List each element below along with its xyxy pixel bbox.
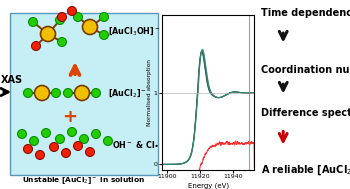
Bar <box>10 13 158 175</box>
Circle shape <box>56 135 64 143</box>
Circle shape <box>99 12 108 22</box>
Text: Unstable [AuCl$_2$]$^-$ in solution: Unstable [AuCl$_2$]$^-$ in solution <box>22 175 146 186</box>
Y-axis label: Normalised absorption: Normalised absorption <box>147 59 152 126</box>
Text: [AuCl$_2$]$^-$: [AuCl$_2$]$^-$ <box>108 87 147 99</box>
Text: XAS: XAS <box>1 75 23 85</box>
Circle shape <box>91 88 100 98</box>
Text: A reliable [AuCl$_2$]$^-$ spectrum: A reliable [AuCl$_2$]$^-$ spectrum <box>261 163 350 177</box>
Circle shape <box>18 129 27 139</box>
Text: +: + <box>63 108 77 126</box>
Circle shape <box>28 18 37 26</box>
Circle shape <box>56 15 64 25</box>
Circle shape <box>68 128 77 136</box>
Circle shape <box>74 12 83 22</box>
Circle shape <box>68 6 77 15</box>
Circle shape <box>57 12 66 22</box>
Circle shape <box>23 88 33 98</box>
Circle shape <box>29 136 38 146</box>
Circle shape <box>91 129 100 139</box>
Text: Coordination number: Coordination number <box>261 65 350 75</box>
Circle shape <box>75 85 90 101</box>
Circle shape <box>99 30 108 40</box>
Text: OH$^-$ & Cl$\bullet$: OH$^-$ & Cl$\bullet$ <box>112 139 160 149</box>
Circle shape <box>74 142 83 150</box>
Text: Difference spectra analysis: Difference spectra analysis <box>261 108 350 118</box>
Circle shape <box>41 26 56 42</box>
Circle shape <box>57 37 66 46</box>
Circle shape <box>63 88 72 98</box>
Circle shape <box>32 42 41 50</box>
Text: [AuCl$_3$OH]$^-$: [AuCl$_3$OH]$^-$ <box>108 25 161 37</box>
Circle shape <box>42 129 50 138</box>
Circle shape <box>83 19 98 35</box>
Text: Time dependence of EXAFS: Time dependence of EXAFS <box>261 8 350 18</box>
Circle shape <box>35 150 44 160</box>
X-axis label: Energy (eV): Energy (eV) <box>188 182 229 189</box>
Circle shape <box>104 136 112 146</box>
Circle shape <box>51 88 61 98</box>
Circle shape <box>49 143 58 152</box>
Circle shape <box>62 149 70 157</box>
Circle shape <box>35 85 49 101</box>
Circle shape <box>79 135 89 143</box>
Circle shape <box>85 147 94 156</box>
Circle shape <box>23 145 33 153</box>
